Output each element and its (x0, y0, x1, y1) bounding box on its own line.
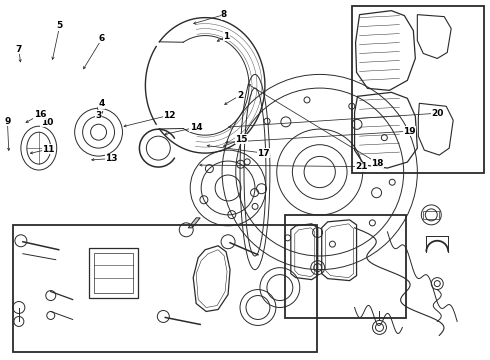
Text: 7: 7 (16, 45, 22, 54)
Text: 17: 17 (257, 149, 270, 158)
Bar (89, 248, 138, 298)
Text: 18: 18 (371, 158, 384, 167)
Text: 2: 2 (237, 91, 243, 100)
Bar (352, 6, 484, 173)
Text: 13: 13 (105, 154, 118, 163)
Text: 15: 15 (235, 135, 248, 144)
Text: 20: 20 (431, 109, 443, 118)
Text: 11: 11 (43, 145, 55, 154)
Bar (285, 215, 406, 319)
Text: 10: 10 (41, 118, 53, 127)
Bar (423, 211, 439, 219)
Text: 6: 6 (99, 34, 105, 43)
Text: 16: 16 (33, 110, 46, 119)
Text: 14: 14 (190, 123, 202, 132)
Bar (13, 225, 317, 352)
Text: 9: 9 (4, 117, 11, 126)
Polygon shape (188, 218, 200, 228)
Text: 19: 19 (403, 127, 416, 136)
Text: 21: 21 (355, 162, 368, 171)
Bar (94, 253, 133, 293)
Text: 3: 3 (96, 111, 102, 120)
Text: 5: 5 (56, 21, 63, 30)
Text: 4: 4 (98, 99, 105, 108)
Text: 12: 12 (163, 111, 175, 120)
Text: 8: 8 (221, 10, 227, 19)
Text: 1: 1 (223, 32, 230, 41)
